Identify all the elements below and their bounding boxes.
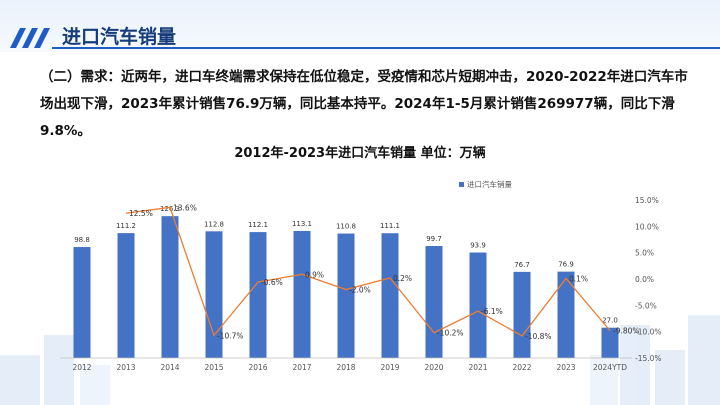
x-tick-2017: 2017 (292, 363, 311, 372)
growth-label-2018: -2.0% (349, 286, 371, 295)
right-axis-tick: 0.0% (635, 275, 654, 284)
x-tick-2022: 2022 (512, 363, 531, 372)
legend-label: 进口汽车销量 (467, 179, 512, 189)
bar-2013 (117, 233, 135, 358)
legend-swatch (459, 182, 464, 187)
bar-label-2022: 76.7 (514, 261, 530, 269)
x-tick-2014: 2014 (160, 363, 179, 372)
x-tick-2015: 2015 (204, 363, 223, 372)
right-axis-tick: -10.0% (635, 328, 662, 337)
x-tick-2016: 2016 (248, 363, 267, 372)
growth-label-2022: -10.8% (525, 332, 552, 341)
bar-2022 (513, 271, 531, 358)
bar-label-2023: 76.9 (558, 261, 574, 269)
right-axis-tick: -5.0% (635, 301, 657, 310)
x-tick-2021: 2021 (468, 363, 487, 372)
bar-2016 (249, 232, 267, 358)
header-rule (52, 47, 720, 49)
growth-label-2019: 0.2% (393, 274, 412, 283)
bar-2019 (381, 233, 399, 358)
growth-label-2015: -10.7% (217, 331, 244, 340)
growth-label-2021: -6.1% (481, 307, 503, 316)
growth-label-2014: 13.6% (173, 203, 197, 212)
growth-label-2023: 0.1% (569, 274, 588, 283)
bar-2024YTD (601, 327, 619, 358)
bar-label-2015: 112.8 (204, 220, 224, 228)
bar-label-2021: 93.9 (470, 242, 486, 250)
growth-label-2017: 0.9% (305, 270, 324, 279)
bar-2012 (73, 247, 91, 358)
summary-paragraph: （二）需求：近两年，进口车终端需求保持在低位稳定，受疫情和芯片短期冲击，2020… (40, 69, 688, 139)
x-tick-2024YTD: 2024YTD (593, 363, 627, 372)
growth-label-2016: -0.6% (261, 278, 283, 287)
stripes-icon (10, 28, 50, 48)
bar-label-2024YTD: 27.0 (602, 317, 618, 325)
x-tick-2020: 2020 (424, 363, 443, 372)
header-band: 进口汽车销量 (0, 0, 720, 52)
bar-label-2012: 98.8 (74, 236, 90, 244)
x-tick-2018: 2018 (336, 363, 355, 372)
growth-rate-line (125, 206, 611, 337)
right-axis-tick: 5.0% (635, 249, 654, 258)
bar-2020 (425, 246, 443, 358)
growth-label-2024YTD: -9.80% (613, 327, 640, 336)
growth-label-2013: 12.5% (129, 209, 153, 218)
right-axis-tick: 15.0% (635, 196, 659, 205)
x-tick-2019: 2019 (380, 363, 399, 372)
x-tick-2023: 2023 (556, 363, 575, 372)
bar-2015 (205, 231, 223, 358)
bar-label-2017: 113.1 (292, 220, 312, 228)
bar-2023 (557, 271, 575, 358)
bar-2018 (337, 233, 355, 358)
bar-2017 (293, 230, 311, 358)
right-axis-tick: 10.0% (635, 222, 659, 231)
bar-label-2016: 112.1 (248, 221, 268, 229)
chart-title: 2012年-2023年进口汽车销量 单位：万辆 (234, 146, 486, 161)
bar-label-2018: 110.8 (336, 223, 356, 231)
bar-label-2019: 111.1 (380, 222, 400, 230)
bar-label-2013: 111.2 (116, 222, 136, 230)
legend: 进口汽车销量 (459, 179, 512, 189)
bar-2021 (469, 252, 487, 358)
x-tick-2012: 2012 (72, 363, 91, 372)
right-axis-tick: -15.0% (635, 354, 662, 363)
growth-label-2020: -10.2% (437, 329, 464, 338)
bar-2014 (161, 216, 179, 358)
page-title: 进口汽车销量 (62, 26, 177, 48)
bar-label-2020: 99.7 (426, 235, 442, 243)
x-tick-2013: 2013 (116, 363, 135, 372)
